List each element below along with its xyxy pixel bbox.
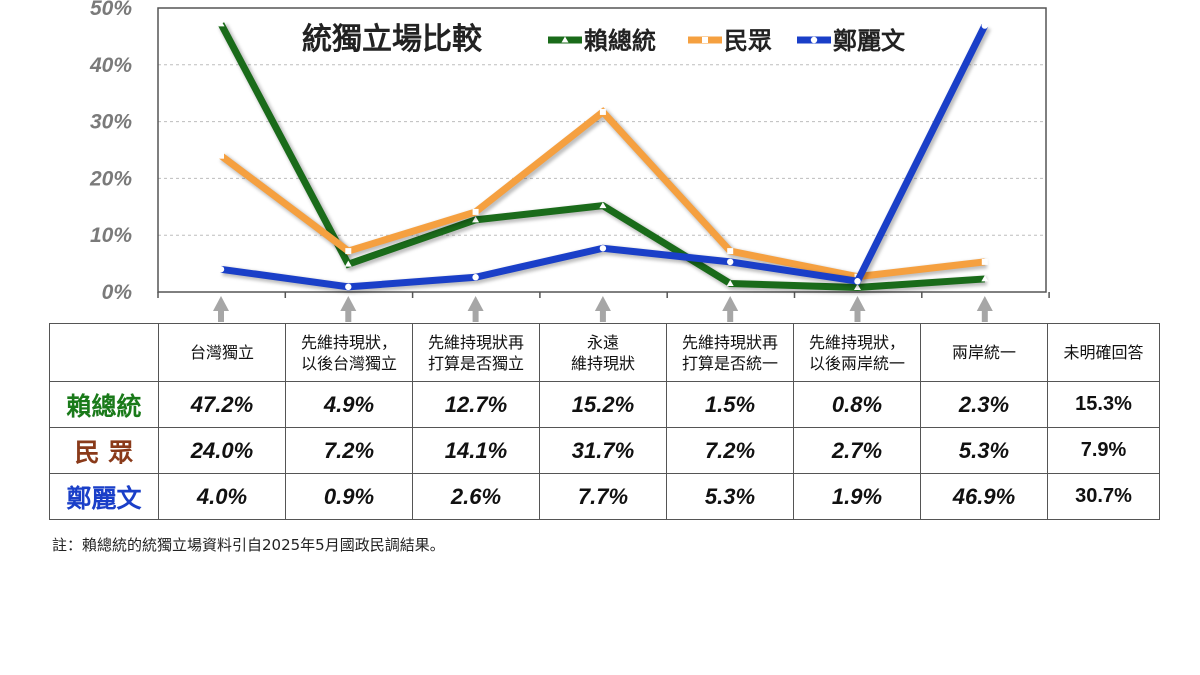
value-cell: 2.3% (920, 381, 1048, 428)
data-point (726, 279, 734, 286)
value-cell: 7.9% (1047, 427, 1160, 474)
value-cell: 4.0% (158, 473, 286, 520)
plot-frame (157, 7, 1047, 293)
line-chart: 0% 10% 20% 30% 40% 50% 統獨立場比較 賴總統 民眾 鄭麗文 (89, 0, 1050, 322)
value-cell: 4.9% (285, 381, 413, 428)
value-cell: 47.2% (158, 381, 286, 428)
value-cell: 14.1% (412, 427, 540, 474)
pointer-arrow (594, 296, 611, 322)
pointer-arrow (722, 296, 739, 322)
table-corner-cell (49, 323, 159, 382)
table-row: 鄭麗文 4.0% 0.9% 2.6% 7.7% 5.3% 1.9% 46.9% 30.7% (49, 473, 1160, 520)
value-cell: 1.9% (793, 473, 921, 520)
data-point (599, 202, 607, 209)
chart-title: 統獨立場比較 (302, 22, 483, 57)
data-point (727, 248, 734, 255)
y-tick-label: 20% (89, 167, 132, 190)
value-cell: 7.2% (285, 427, 413, 474)
y-tick-label: 50% (90, 0, 132, 20)
y-tick-label: 30% (90, 111, 132, 134)
y-tick-label: 40% (89, 54, 132, 77)
data-point (217, 20, 225, 27)
data-table: 台灣獨立 先維持現狀， 以後台灣獨立 先維持現狀再 打算是否獨立 永遠 維持現狀 先維持現狀再… (49, 323, 1160, 520)
data-point (345, 248, 352, 255)
legend-item: 民眾 (688, 27, 772, 55)
value-cell: 0.8% (793, 381, 921, 428)
data-point (599, 245, 607, 252)
data-point (981, 275, 989, 282)
value-cell: 2.7% (793, 427, 921, 474)
y-tick-label: 0% (102, 281, 133, 304)
legend-label: 鄭麗文 (833, 27, 906, 55)
pointer-arrow (213, 296, 229, 322)
category-header: 兩岸統一 (920, 323, 1048, 382)
value-cell: 7.2% (666, 427, 794, 474)
value-cell: 1.5% (666, 381, 794, 428)
value-cell: 12.7% (412, 381, 540, 428)
value-cell: 15.2% (539, 381, 667, 428)
data-point (472, 208, 479, 215)
value-cell: 7.7% (539, 473, 667, 520)
row-label: 賴總統 (49, 381, 159, 428)
value-cell: 30.7% (1047, 473, 1160, 520)
category-header: 先維持現狀再 打算是否獨立 (412, 323, 540, 382)
data-point (345, 283, 352, 291)
pointer-arrow (467, 296, 484, 322)
table-header-row: 台灣獨立 先維持現狀， 以後台灣獨立 先維持現狀再 打算是否獨立 永遠 維持現狀 先維持現狀再… (49, 323, 1160, 382)
table-row: 賴總統 47.2% 4.9% 12.7% 15.2% 1.5% 0.8% 2.3% 15.3% (49, 381, 1160, 428)
pointer-arrow (976, 296, 993, 322)
y-tick-label: 10% (90, 224, 132, 247)
value-cell: 2.6% (412, 473, 540, 520)
table-row: 民 眾 24.0% 7.2% 14.1% 31.7% 7.2% 2.7% 5.3% 7.9% (49, 427, 1160, 474)
legend-label: 民眾 (724, 27, 772, 55)
pointer-arrow (340, 296, 357, 322)
category-header: 台灣獨立 (158, 323, 286, 382)
data-point (981, 258, 988, 265)
category-header: 永遠 維持現狀 (539, 323, 667, 382)
category-header: 未明確回答 (1047, 323, 1160, 382)
pointer-arrow (849, 296, 866, 322)
data-point (854, 278, 861, 285)
value-cell: 46.9% (920, 473, 1048, 520)
value-cell: 24.0% (158, 427, 286, 474)
data-point (218, 152, 224, 159)
data-point (344, 260, 352, 267)
category-header: 先維持現狀， 以後台灣獨立 (285, 323, 413, 382)
data-point (727, 258, 734, 266)
value-cell: 5.3% (666, 473, 794, 520)
category-header: 先維持現狀， 以後兩岸統一 (793, 323, 921, 382)
data-point (472, 216, 480, 223)
data-point (599, 108, 606, 115)
value-cell: 0.9% (285, 473, 413, 520)
row-label: 鄭麗文 (49, 473, 159, 520)
data-point (981, 22, 988, 29)
data-point (472, 274, 479, 281)
legend-item: 鄭麗文 (797, 27, 906, 55)
data-point (217, 266, 225, 273)
legend-label: 賴總統 (584, 27, 656, 55)
category-header: 先維持現狀再 打算是否統一 (666, 323, 794, 382)
value-cell: 31.7% (539, 427, 667, 474)
footnote: 註：賴總統的統獨立場資料引自2025年5月國政民調結果。 (52, 536, 445, 554)
series-鄭麗文 (217, 22, 991, 294)
row-label: 民 眾 (49, 427, 159, 474)
legend-item: 賴總統 (548, 27, 656, 55)
value-cell: 5.3% (920, 427, 1048, 474)
value-cell: 15.3% (1047, 381, 1160, 428)
